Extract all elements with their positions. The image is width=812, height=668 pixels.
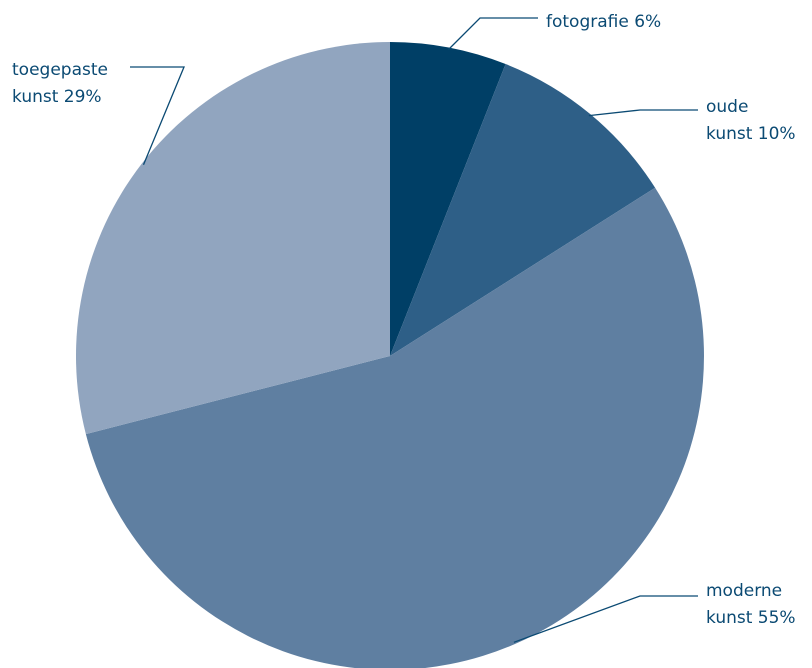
label-fotografie: fotografie 6%: [546, 12, 661, 32]
label-moderne-kunst-line2: kunst 55%: [706, 608, 796, 628]
label-toegepaste-kunst-line2: kunst 29%: [12, 87, 102, 107]
pie-slices: [75, 42, 704, 668]
slice-toegepaste-kunst: [75, 42, 391, 435]
slice-moderne-kunst: [85, 187, 704, 668]
label-oude-kunst-line1: oude: [706, 97, 748, 117]
slice-fotografie: [390, 42, 506, 356]
slice-oude-kunst: [390, 64, 656, 357]
label-oude-kunst-line2: kunst 10%: [706, 124, 796, 144]
leader-line-moderne-kunst: [513, 595, 698, 643]
label-moderne-kunst: moderne kunst 55%: [706, 581, 796, 628]
label-fotografie-line1: fotografie 6%: [546, 12, 661, 32]
label-toegepaste-kunst: toegepaste kunst 29%: [12, 60, 113, 107]
leader-line-fotografie: [448, 17, 538, 50]
leader-line-oude-kunst: [588, 109, 698, 117]
label-toegepaste-kunst-line1: toegepaste: [12, 60, 108, 80]
leader-line-toegepaste-kunst: [130, 66, 185, 166]
label-oude-kunst: oude kunst 10%: [706, 97, 796, 144]
label-moderne-kunst-line1: moderne: [706, 581, 782, 601]
leader-lines: [130, 17, 698, 643]
